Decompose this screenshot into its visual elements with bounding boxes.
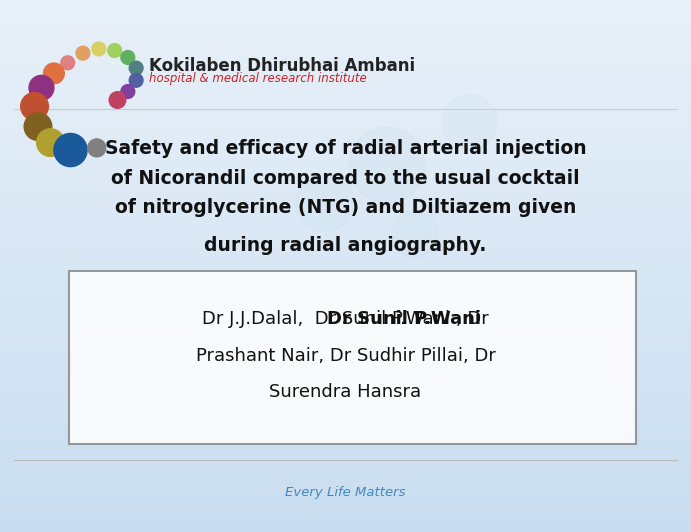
Bar	[0, 292, 691, 302]
Bar	[0, 79, 691, 89]
Circle shape	[129, 61, 143, 75]
Bar	[0, 425, 691, 435]
Bar	[0, 0, 691, 9]
Circle shape	[76, 46, 90, 60]
Bar	[0, 159, 691, 169]
Bar	[0, 35, 691, 44]
Bar	[0, 229, 691, 239]
Text: Every Life Matters: Every Life Matters	[285, 486, 406, 498]
Bar	[0, 487, 691, 496]
Circle shape	[37, 129, 64, 156]
Bar	[0, 442, 691, 452]
Circle shape	[109, 92, 126, 109]
Circle shape	[420, 329, 464, 373]
Bar	[0, 478, 691, 488]
Bar	[0, 52, 691, 62]
Text: Surendra Hansra: Surendra Hansra	[269, 383, 422, 401]
Circle shape	[121, 85, 135, 98]
Bar	[0, 274, 691, 284]
Circle shape	[21, 93, 48, 120]
Circle shape	[349, 127, 425, 203]
Bar	[0, 345, 691, 355]
Bar	[0, 105, 691, 115]
Circle shape	[61, 56, 75, 70]
Bar	[69, 271, 636, 444]
Circle shape	[92, 42, 106, 56]
Bar	[0, 513, 691, 523]
Text: Dr J.J.Dalal,  ​Dr Sunil P.Wani: Dr J.J.Dalal, ​Dr Sunil P.Wani	[205, 310, 486, 328]
Text: Dr J.J.Dalal,  Dr Sunil P.Wani , Dr: Dr J.J.Dalal, Dr Sunil P.Wani , Dr	[202, 310, 489, 328]
Circle shape	[24, 113, 52, 140]
Bar	[0, 247, 691, 257]
Bar	[0, 176, 691, 186]
Text: of Nicorandil compared to the usual cocktail: of Nicorandil compared to the usual cock…	[111, 169, 580, 188]
Text: during radial angiography.: during radial angiography.	[205, 236, 486, 255]
Bar	[0, 203, 691, 213]
Text: Dr Sunil P.Wani: Dr Sunil P.Wani	[327, 310, 481, 328]
Circle shape	[442, 95, 498, 150]
Bar	[0, 522, 691, 532]
Bar	[0, 282, 691, 293]
Circle shape	[29, 76, 54, 100]
Bar	[0, 407, 691, 417]
Text: Prashant Nair, Dr Sudhir Pillai, Dr: Prashant Nair, Dr Sudhir Pillai, Dr	[196, 347, 495, 365]
Bar	[0, 70, 691, 80]
Text: of nitroglycerine (NTG) and Diltiazem given: of nitroglycerine (NTG) and Diltiazem gi…	[115, 198, 576, 217]
Bar	[0, 141, 691, 151]
Bar	[0, 389, 691, 399]
Bar	[0, 123, 691, 133]
Bar	[0, 434, 691, 443]
Bar	[0, 16, 691, 27]
Bar	[0, 354, 691, 363]
Bar	[0, 460, 691, 470]
Bar	[0, 327, 691, 337]
Circle shape	[54, 134, 87, 167]
Circle shape	[44, 63, 64, 84]
Bar	[0, 221, 691, 230]
Bar	[0, 96, 691, 106]
Bar	[0, 318, 691, 328]
Circle shape	[121, 51, 135, 64]
Circle shape	[88, 139, 106, 157]
Circle shape	[129, 73, 143, 87]
Bar	[0, 301, 691, 310]
Circle shape	[333, 304, 386, 356]
Bar	[0, 495, 691, 505]
Circle shape	[108, 44, 122, 57]
Bar	[0, 132, 691, 142]
Bar	[0, 114, 691, 124]
Bar	[0, 194, 691, 204]
Bar	[0, 149, 691, 160]
Bar	[0, 185, 691, 195]
Bar	[0, 415, 691, 426]
Text: Safety and efficacy of radial arterial injection: Safety and efficacy of radial arterial i…	[105, 139, 586, 159]
Bar	[0, 26, 691, 36]
Bar	[0, 380, 691, 390]
Bar	[0, 256, 691, 266]
Bar	[0, 309, 691, 319]
Bar	[0, 371, 691, 381]
Bar	[0, 265, 691, 275]
Circle shape	[275, 361, 319, 405]
Bar	[0, 168, 691, 177]
Bar	[0, 336, 691, 346]
Bar	[0, 469, 691, 479]
Circle shape	[391, 211, 438, 257]
Text: hospital & medical research institute: hospital & medical research institute	[149, 72, 366, 85]
Bar	[0, 8, 691, 18]
Bar	[0, 238, 691, 248]
Bar	[0, 43, 691, 53]
Bar	[0, 504, 691, 514]
Bar	[0, 362, 691, 372]
Bar	[0, 88, 691, 97]
Bar	[0, 212, 691, 222]
Bar	[0, 451, 691, 461]
Bar	[0, 61, 691, 71]
Circle shape	[296, 173, 354, 231]
Bar	[0, 398, 691, 408]
Text: Kokilaben Dhirubhai Ambani: Kokilaben Dhirubhai Ambani	[149, 57, 415, 75]
